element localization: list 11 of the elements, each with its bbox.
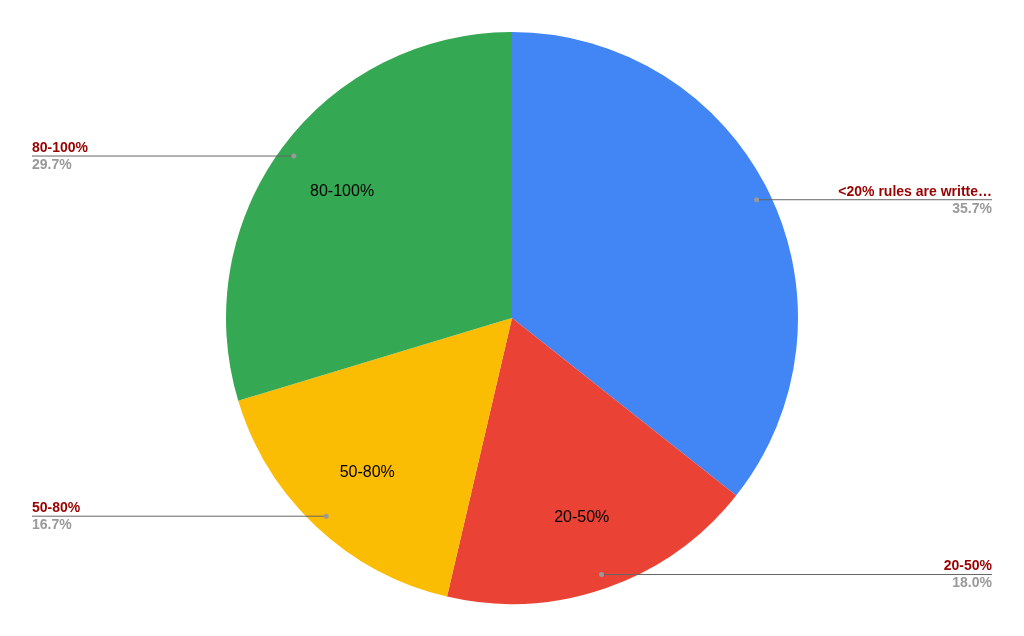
slice-label: 20-50%: [554, 508, 610, 526]
data-label: 18.0%: [952, 574, 993, 591]
slice-label: 80-100%: [310, 182, 375, 200]
slice-label: 50-80%: [32, 499, 81, 516]
data-label: 29.7%: [32, 155, 73, 172]
slice-label: 50-80%: [339, 462, 395, 480]
data-label: 16.7%: [32, 516, 73, 533]
data-label: 35.7%: [952, 199, 993, 216]
slice-label: 20-50%: [943, 557, 993, 574]
slice-label: 80-100%: [32, 138, 89, 155]
slice-label: <20% rules are writte…: [838, 182, 992, 199]
